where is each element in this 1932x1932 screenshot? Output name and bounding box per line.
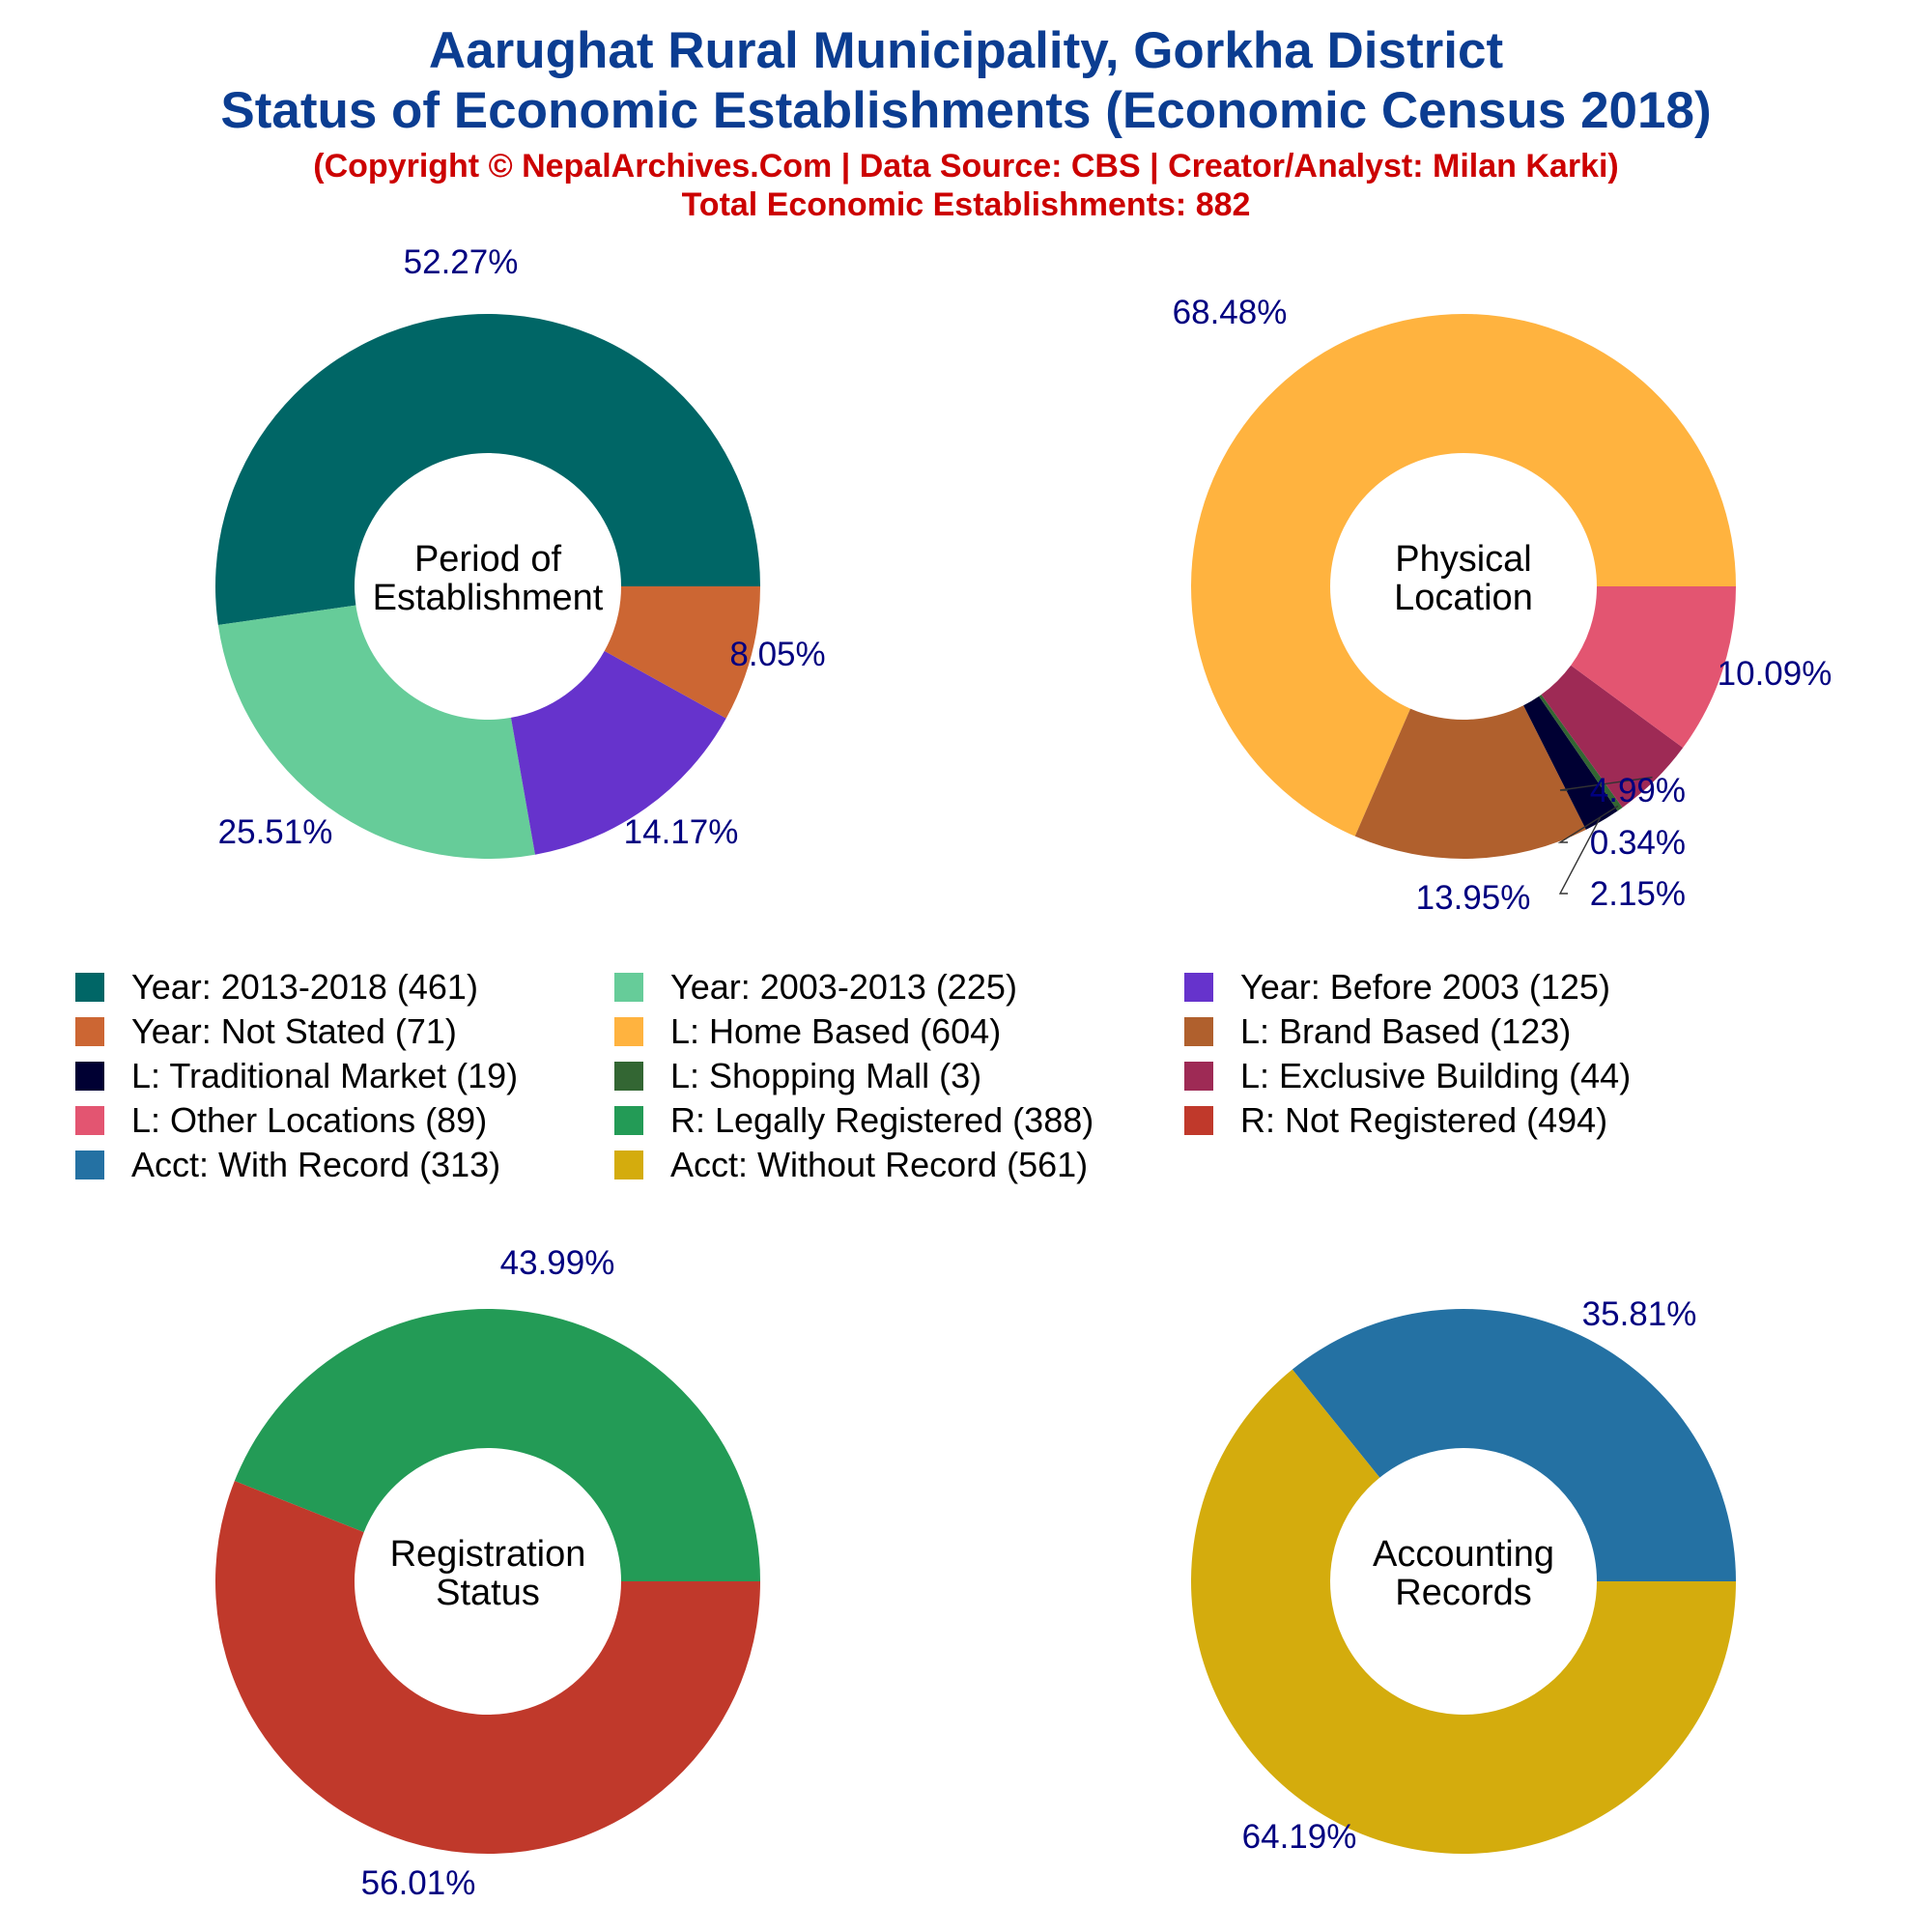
legend-item: L: Brand Based (123) (1184, 1010, 1571, 1053)
legend-item: R: Legally Registered (388) (614, 1099, 1094, 1142)
slice-percentage-label: 2.15% (1590, 875, 1686, 913)
donut-slice (217, 605, 535, 859)
legend-swatch (75, 1017, 104, 1046)
slice-percentage-label: 0.34% (1590, 824, 1686, 862)
legend-label: L: Brand Based (123) (1240, 1011, 1572, 1051)
legend-item: R: Not Registered (494) (1184, 1099, 1607, 1142)
legend-item: Year: Not Stated (71) (75, 1010, 457, 1053)
donut-slice (214, 1481, 760, 1854)
legend-label: L: Home Based (604) (670, 1011, 1002, 1051)
donut-center-label: Location (1394, 578, 1533, 618)
donut-slice (234, 1308, 760, 1581)
donut-slice (1571, 586, 1736, 749)
legend-swatch (1184, 973, 1213, 1002)
legend-swatch (75, 1106, 104, 1135)
legend-label: Year: 2013-2018 (461) (131, 967, 478, 1007)
donut-center-label: Establishment (373, 578, 604, 618)
legend-label: Acct: With Record (313) (131, 1145, 501, 1184)
chart-subtitle-line1: (Copyright © NepalArchives.Com | Data So… (313, 148, 1619, 185)
legend-swatch (614, 1017, 643, 1046)
slice-percentage-label: 64.19% (1242, 1818, 1357, 1856)
legend-swatch (1184, 1106, 1213, 1135)
donut-center-label: Registration (390, 1534, 586, 1575)
legend-label: Year: Before 2003 (125) (1240, 967, 1610, 1007)
donut-center-label: Period of (414, 539, 562, 580)
legend-label: L: Shopping Mall (3) (670, 1056, 982, 1095)
legend-item: Year: 2013-2018 (461) (75, 966, 478, 1009)
legend-swatch (75, 973, 104, 1002)
legend-swatch (1184, 1062, 1213, 1091)
slice-percentage-label: 10.09% (1718, 655, 1833, 693)
slice-percentage-label: 52.27% (404, 243, 519, 281)
legend-item: L: Home Based (604) (614, 1010, 1001, 1053)
slice-percentage-label: 56.01% (361, 1864, 476, 1902)
donut-center-label: Records (1395, 1573, 1532, 1613)
donut-slice (604, 586, 760, 719)
slice-percentage-label: 4.99% (1590, 772, 1686, 810)
chart-header: Aarughat Rural Municipality, Gorkha Dist… (0, 21, 1932, 224)
slice-percentage-label: 43.99% (500, 1244, 615, 1282)
legend-item: Year: 2003-2013 (225) (614, 966, 1017, 1009)
legend-label: R: Not Registered (494) (1240, 1100, 1608, 1140)
donut-slice (510, 650, 726, 855)
legend-item: L: Traditional Market (19) (75, 1055, 518, 1097)
legend-item: L: Exclusive Building (44) (1184, 1055, 1631, 1097)
label-leader-line (1557, 805, 1619, 843)
chart-title-line2: Status of Economic Establishments (Econo… (220, 82, 1712, 139)
legend-label: L: Traditional Market (19) (131, 1056, 519, 1095)
slice-percentage-label: 35.81% (1582, 1295, 1697, 1333)
slice-percentage-label: 68.48% (1173, 294, 1288, 331)
donut-center-label: Physical (1395, 539, 1532, 580)
legend-swatch (614, 973, 643, 1002)
legend-swatch (614, 1106, 643, 1135)
slice-percentage-label: 8.05% (729, 636, 825, 673)
legend-swatch (614, 1062, 643, 1091)
legend-label: Year: Not Stated (71) (131, 1011, 457, 1051)
legend-item: Acct: With Record (313) (75, 1144, 500, 1186)
legend-swatch (614, 1151, 643, 1179)
legend-item: L: Other Locations (89) (75, 1099, 487, 1142)
label-leader-line (1559, 776, 1653, 791)
donut-slice (1354, 705, 1586, 859)
legend-swatch (1184, 1017, 1213, 1046)
donut-center-label: Status (436, 1573, 540, 1613)
legend-item: Acct: Without Record (561) (614, 1144, 1088, 1186)
donut-slice (1191, 313, 1736, 837)
slice-percentage-label: 14.17% (624, 813, 739, 851)
legend-label: R: Legally Registered (388) (670, 1100, 1094, 1140)
donut-slice (1292, 1308, 1736, 1581)
legend-swatch (75, 1062, 104, 1091)
donut-slice (1541, 665, 1684, 808)
slice-percentage-label: 13.95% (1416, 879, 1531, 917)
legend-item: Year: Before 2003 (125) (1184, 966, 1610, 1009)
chart-subtitle-line2: Total Economic Establishments: 882 (681, 186, 1251, 223)
legend-label: Year: 2003-2013 (225) (670, 967, 1017, 1007)
legend-label: L: Exclusive Building (44) (1240, 1056, 1632, 1095)
legend-label: L: Other Locations (89) (131, 1100, 488, 1140)
legend-label: Acct: Without Record (561) (670, 1145, 1089, 1184)
donut-slice (1191, 1369, 1736, 1854)
slice-percentage-label: 25.51% (218, 813, 333, 851)
legend-item: L: Shopping Mall (3) (614, 1055, 981, 1097)
legend-swatch (75, 1151, 104, 1179)
donut-slice (214, 314, 760, 626)
chart-title-line1: Aarughat Rural Municipality, Gorkha Dist… (428, 22, 1504, 79)
donut-center-label: Accounting (1373, 1534, 1554, 1575)
donut-slice (1523, 696, 1618, 830)
donut-slice (1539, 695, 1623, 811)
label-leader-line (1558, 816, 1602, 895)
